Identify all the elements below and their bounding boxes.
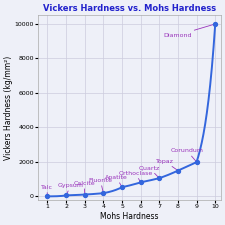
Text: Fluorite: Fluorite <box>88 178 112 193</box>
Point <box>176 169 180 172</box>
X-axis label: Mohs Hardness: Mohs Hardness <box>100 212 159 221</box>
Point <box>101 191 105 195</box>
Text: Corundum: Corundum <box>171 148 203 162</box>
Point <box>214 22 217 26</box>
Point <box>64 194 68 197</box>
Title: Vickers Hardness vs. Mohs Hardness: Vickers Hardness vs. Mohs Hardness <box>43 4 216 13</box>
Text: Diamond: Diamond <box>163 24 215 38</box>
Point <box>195 160 198 164</box>
Text: Topaz: Topaz <box>155 159 178 171</box>
Point <box>139 180 142 184</box>
Text: Quartz: Quartz <box>139 166 160 178</box>
Point <box>158 176 161 180</box>
Text: Apatite: Apatite <box>105 175 128 187</box>
Text: Calcite: Calcite <box>74 181 95 195</box>
Text: Talc: Talc <box>41 185 53 196</box>
Point <box>83 193 87 196</box>
Y-axis label: Vickers Hardness (kg/mm²): Vickers Hardness (kg/mm²) <box>4 56 13 160</box>
Point <box>120 185 124 189</box>
Text: Gypsum: Gypsum <box>58 183 84 195</box>
Point <box>46 195 49 198</box>
Text: Orthoclase: Orthoclase <box>118 171 153 182</box>
